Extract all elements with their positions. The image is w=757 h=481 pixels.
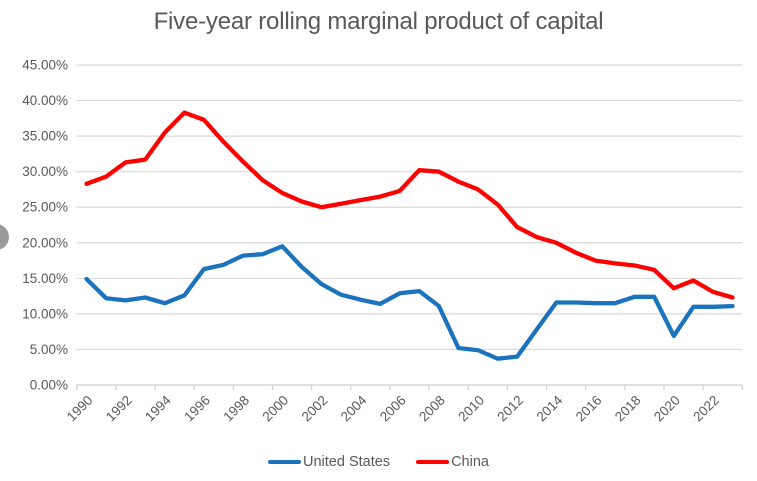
y-axis-tick-label: 10.00% [22,306,68,321]
x-axis-tick-label: 2020 [651,393,683,425]
series-line-china [84,110,735,300]
x-axis-tick-label: 2004 [338,392,370,424]
y-axis-tick-label: 35.00% [22,129,68,144]
y-axis-tick-label: 15.00% [22,271,68,286]
x-axis-tick-label: 1994 [142,392,174,424]
x-axis-tick-label: 2010 [455,393,487,425]
legend-swatch-united-states [268,459,302,465]
y-axis-tick-label: 40.00% [22,93,68,108]
x-axis-tick-label: 2014 [534,392,566,424]
legend-label-united-states: United States [303,454,391,470]
x-axis-tick-label: 1990 [64,393,96,425]
legend-label-china: China [451,454,489,470]
y-axis-tick-label: 25.00% [22,200,68,215]
x-axis-tick-label: 2022 [690,393,722,425]
series-line-united-states [84,244,735,361]
y-axis-tick-label: 5.00% [30,342,68,357]
x-axis-tick-label: 1998 [220,393,252,425]
x-axis-tick-label: 1996 [181,393,213,425]
x-axis-tick-label: 2000 [260,393,292,425]
legend-swatch-china [416,459,450,465]
y-axis-tick-label: 0.00% [30,378,68,393]
legend-item-united-states: United States [268,454,390,470]
y-axis-tick-label: 45.00% [22,58,68,73]
chart-title: Five-year rolling marginal product of ca… [153,8,604,35]
x-axis-tick-label: 1992 [103,393,135,425]
x-axis-tick-label: 2016 [573,393,605,425]
x-axis-tick-label: 2002 [299,393,331,425]
y-axis-tick-label: 30.00% [22,164,68,179]
x-axis-tick-label: 2012 [494,393,526,425]
x-axis-tick-label: 2006 [377,393,409,425]
x-axis-tick-label: 2008 [416,393,448,425]
screen-edge-circle-artifact [0,224,9,250]
legend-item-china: China [416,454,489,470]
x-axis-tick-label: 2018 [612,393,644,425]
chart-legend: United States China [0,454,757,470]
y-axis-tick-label: 20.00% [22,235,68,250]
